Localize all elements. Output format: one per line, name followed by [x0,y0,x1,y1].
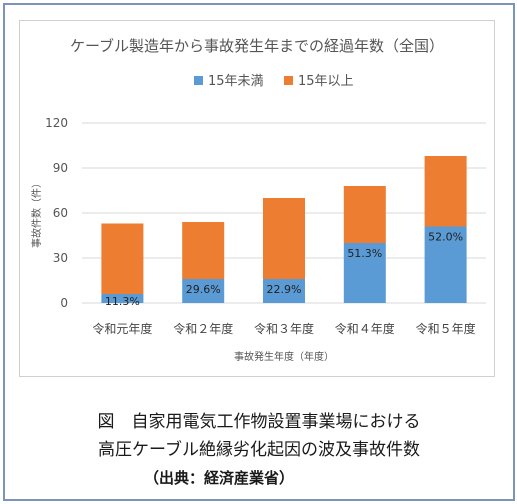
stacked-bar-chart: ケーブル製造年から事故発生年までの経過年数（全国） 15年未満 15年以上 0 30 60… [30,37,486,363]
y-tick-label-90: 90 [53,161,68,175]
x-tick-label-2: 令和２年度 [173,321,233,336]
bar-1-4 [343,243,386,303]
bar-2-3 [263,198,305,279]
bar-2-5 [424,156,467,227]
bar-1-2 [182,279,225,303]
figure-frame: ケーブル製造年から事故発生年までの経過年数（全国） 15年未満 15年以上 0 30 60… [3,3,515,501]
chart-title: ケーブル製造年から事故発生年までの経過年数（全国） [70,37,444,55]
bar-2-2 [182,222,225,279]
y-axis-label: 事故件数（件） [30,178,43,248]
x-tick-label-4: 令和４年度 [335,321,395,336]
data-label-3: 22.9% [267,283,302,296]
bar-1-1 [101,294,144,303]
y-tick-label-60: 60 [53,206,68,220]
bar-1-3 [263,279,305,303]
bar-2-1 [101,223,144,294]
data-label-4: 51.3% [347,247,382,260]
bar-1-5 [424,226,467,303]
data-label-5: 52.0% [428,231,463,244]
caption-line-2: 高圧ケーブル絶縁劣化起因の波及事故件数 [98,440,420,460]
legend-label-1: 15年未満 [208,74,264,89]
y-tick-label-120: 120 [45,116,68,130]
chart-panel: ケーブル製造年から事故発生年までの経過年数（全国） 15年未満 15年以上 0 30 60… [19,20,495,377]
bar-2-4 [343,186,386,243]
legend-swatch-1 [194,76,203,85]
x-tick-label-3: 令和３年度 [254,321,314,336]
legend-swatch-2 [284,76,293,85]
legend-label-2: 15年以上 [298,74,354,89]
y-tick-label-30: 30 [53,251,68,265]
caption-line-1: 図 自家用電気工作物設置事業場における [97,412,421,432]
x-tick-label-1: 令和元年度 [92,321,152,336]
data-label-2: 29.6% [186,283,221,296]
x-tick-label-5: 令和５年度 [416,321,476,336]
data-label-1: 11.3% [105,295,140,308]
caption-source: （出典：経済産業省） [143,469,294,487]
x-axis-label: 事故発生年度（年度） [234,350,334,363]
y-tick-label-0: 0 [60,296,68,310]
